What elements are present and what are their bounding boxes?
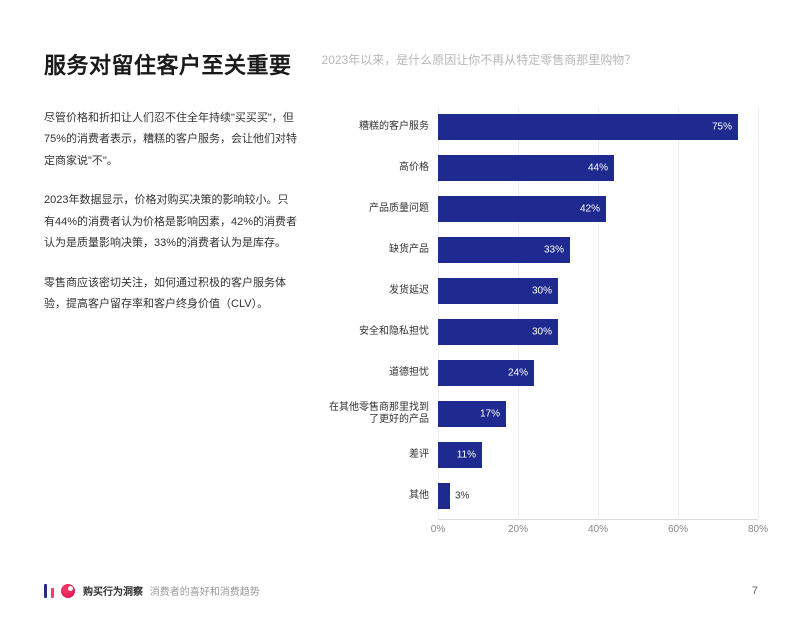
bar-value: 17% [480, 409, 500, 420]
bar-fill: 42% [438, 196, 606, 222]
footer-tagline: 消费者的喜好和消费趋势 [150, 587, 260, 598]
bar-label: 其他 [324, 490, 438, 503]
bar-fill: 11% [438, 442, 482, 468]
bar-fill: 30% [438, 319, 558, 345]
bar-value: 44% [588, 163, 608, 174]
page-footer: 购买行为洞察 消费者的喜好和消费趋势 7 [44, 583, 758, 598]
bar-value: 75% [712, 122, 732, 133]
bar-value: 24% [508, 368, 528, 379]
axis-tick: 0% [431, 524, 445, 535]
axis-tick: 80% [748, 524, 768, 535]
footer-brand: 购买行为洞察 [83, 587, 143, 598]
page-subtitle: 2023年以来，是什么原因让你不再从特定零售商那里购物？ [322, 52, 637, 69]
body-text-column: 尽管价格和折扣让人们忍不住全年持续"买买买"，但75%的消费者表示，糟糕的客户服… [44, 108, 298, 528]
bar-label: 缺货产品 [324, 244, 438, 257]
paragraph: 尽管价格和折扣让人们忍不住全年持续"买买买"，但75%的消费者表示，糟糕的客户服… [44, 108, 298, 172]
bar-fill: 30% [438, 278, 558, 304]
axis-tick: 20% [508, 524, 528, 535]
bar-label: 安全和隐私担忧 [324, 326, 438, 339]
bar-label: 差评 [324, 449, 438, 462]
axis-tick: 60% [668, 524, 688, 535]
bar-label: 糟糕的客户服务 [324, 121, 438, 134]
bar-label: 在其他零售商那里找到了更好的产品 [324, 402, 438, 427]
bar-value: 11% [457, 450, 476, 461]
bar-value: 30% [532, 327, 552, 338]
brand-logo-icon [44, 584, 75, 598]
axis-tick: 40% [588, 524, 608, 535]
bar-label: 道德担忧 [324, 367, 438, 380]
bar-value: 30% [532, 286, 552, 297]
bar-fill: 75% [438, 114, 738, 140]
paragraph: 零售商应该密切关注，如何通过积极的客户服务体验，提高客户留存率和客户终身价值（C… [44, 273, 298, 316]
bar-value: 3% [455, 491, 469, 502]
bar-value: 42% [580, 204, 600, 215]
bar-label: 产品质量问题 [324, 203, 438, 216]
page-number: 7 [752, 585, 758, 597]
bar-fill: 33% [438, 237, 570, 263]
bar-chart: 糟糕的客户服务 75% 高价格 44% 产品质量问题 42% 缺货产品 33% 发货延迟 30% 安… [324, 108, 758, 528]
bar-label: 发货延迟 [324, 285, 438, 298]
bar-fill: 17% [438, 401, 506, 427]
paragraph: 2023年数据显示，价格对购买决策的影响较小。只有44%的消费者认为价格是影响因… [44, 190, 298, 254]
bar-label: 高价格 [324, 162, 438, 175]
footer-text: 购买行为洞察 消费者的喜好和消费趋势 [83, 583, 260, 598]
bar-fill: 24% [438, 360, 534, 386]
bar-fill: 3% [438, 483, 450, 509]
page-title: 服务对留住客户至关重要 [44, 48, 292, 80]
bar-value: 33% [544, 245, 564, 256]
bar-fill: 44% [438, 155, 614, 181]
